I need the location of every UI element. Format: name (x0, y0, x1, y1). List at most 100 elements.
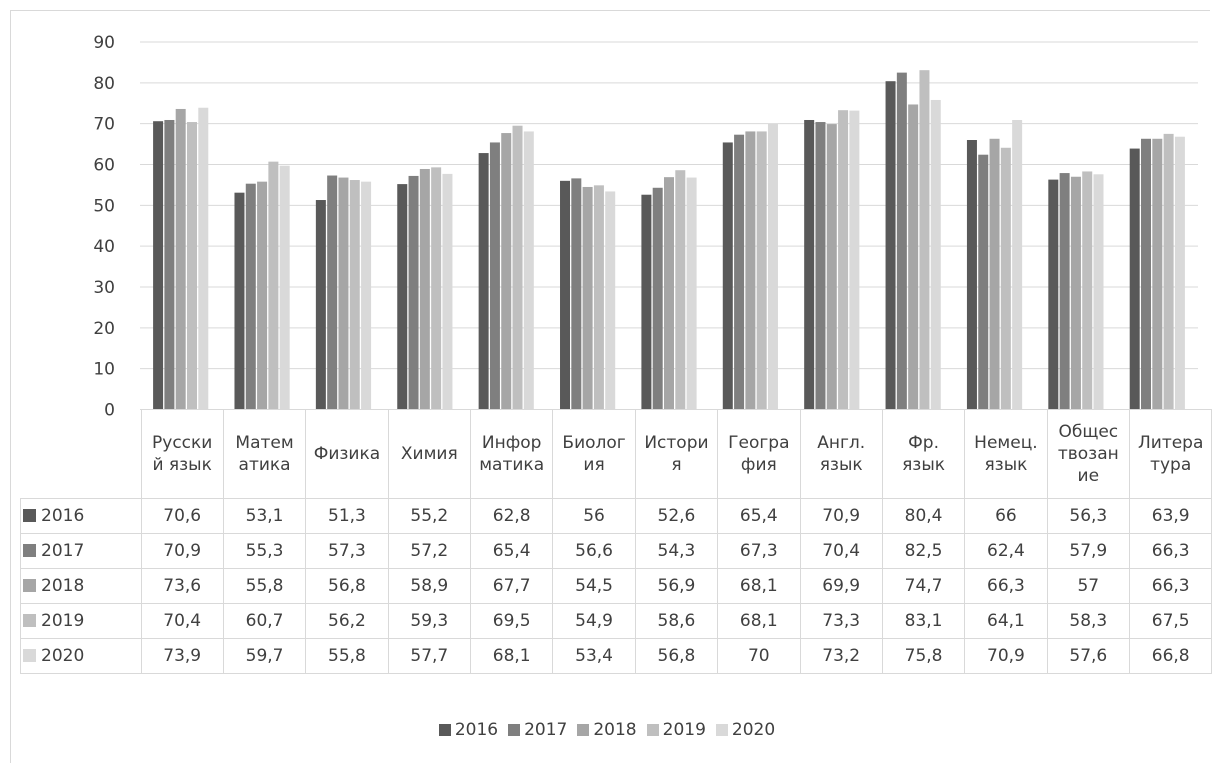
bar-2018 (908, 104, 919, 410)
data-label: 52,6 (634, 498, 719, 534)
x-tick-label: Англ. язык (799, 409, 883, 499)
bar-2016 (1129, 148, 1140, 410)
bar-2020 (1012, 119, 1023, 410)
data-label: 51,3 (305, 498, 389, 534)
bar-2017 (164, 119, 175, 410)
bar-2018 (826, 124, 837, 410)
data-label: 70,6 (140, 498, 224, 534)
y-tick-label: 60 (93, 156, 115, 176)
data-label: 73,6 (140, 568, 224, 604)
x-tick-label: Общес твозан ие (1046, 409, 1131, 499)
x-tick-label: Биолог ия (552, 409, 636, 499)
x-tick-label-line: фия (740, 455, 777, 475)
data-label: 58,3 (1046, 603, 1131, 639)
x-tick-label-line: й язык (152, 455, 212, 475)
bar-2020 (523, 131, 534, 410)
bar-2017 (1059, 173, 1070, 410)
series-row-label: 2017 (20, 533, 142, 569)
x-tick-label: Истори я (634, 409, 719, 499)
y-tick-label: 20 (93, 319, 115, 339)
series-name: 2016 (41, 506, 85, 526)
series-name: 2017 (41, 541, 85, 561)
data-label: 55,8 (305, 638, 389, 674)
data-label: 75,8 (881, 638, 966, 674)
data-label: 69,9 (799, 568, 883, 604)
table-row: 2018 73,6 55,8 56,8 58,9 67,7 54,5 56,9 68,1 69,9… (20, 568, 1213, 604)
data-table-body: 2016 70,6 53,1 51,3 55,2 62,8 56 52,6 65,4 70,9 80… (20, 498, 1213, 674)
table-row: 2020 73,9 59,7 55,8 57,7 68,1 53,4 56,8 70 73,2 75… (20, 638, 1213, 674)
table-row: 2016 70,6 53,1 51,3 55,2 62,8 56 52,6 65,4 70,9 80… (20, 498, 1213, 534)
x-tick-label: Матем атика (222, 409, 307, 499)
y-tick-label: 40 (93, 237, 115, 257)
data-label: 68,1 (717, 568, 801, 604)
bar-2018 (257, 181, 268, 410)
data-label: 70,9 (799, 498, 883, 534)
x-tick-label-line: атика (238, 455, 291, 475)
y-tick-label: 90 (93, 33, 115, 53)
table-row: 2019 70,4 60,7 56,2 59,3 69,5 54,9 58,6 68,1 73,3… (20, 603, 1213, 639)
bar-2016 (478, 153, 489, 410)
bar-2016 (641, 194, 652, 410)
data-label: 67,7 (469, 568, 554, 604)
bar-2017 (245, 183, 256, 410)
y-tick-label: 80 (93, 74, 115, 94)
x-tick-label-line: Инфор (481, 433, 542, 453)
data-label: 70,9 (140, 533, 224, 569)
x-tick-label-line: тура (1150, 455, 1192, 475)
bar-2017 (815, 122, 826, 410)
legend-label: 2016 (454, 720, 499, 740)
bar-2017 (571, 178, 582, 410)
bar-2016 (966, 140, 977, 410)
data-label: 66 (964, 498, 1048, 534)
bar-2016 (885, 81, 896, 410)
bar-2018 (175, 108, 186, 410)
series-row-label: 2018 (20, 568, 142, 604)
x-tick-label-line: Физика (313, 444, 381, 464)
legend: 2016 2017 2018 2019 2020 (0, 720, 1214, 740)
data-label: 74,7 (881, 568, 966, 604)
x-tick-label: Инфор матика (469, 409, 554, 499)
data-label: 57,9 (1046, 533, 1131, 569)
data-label: 80,4 (881, 498, 966, 534)
data-label: 56 (552, 498, 636, 534)
data-label: 54,3 (634, 533, 719, 569)
data-label: 66,3 (1128, 533, 1213, 569)
x-tick-label-line: твозан (1057, 444, 1119, 464)
legend-item: 2017 (508, 720, 567, 740)
x-tick-label-line: Биолог (562, 433, 626, 453)
series-row-label: 2019 (20, 603, 142, 639)
data-label: 66,3 (964, 568, 1048, 604)
bars (153, 70, 1185, 410)
series-swatch (23, 614, 36, 627)
data-label: 57 (1046, 568, 1131, 604)
bar-2017 (734, 134, 745, 410)
data-label: 70,9 (964, 638, 1048, 674)
data-label: 55,3 (222, 533, 307, 569)
x-tick-label: Физика (305, 409, 389, 499)
bar-2018 (582, 186, 593, 410)
series-row-label: 2016 (20, 498, 142, 534)
y-tick-label: 10 (93, 360, 115, 380)
bar-2020 (279, 165, 290, 410)
data-table-corner (20, 409, 142, 499)
data-label: 65,4 (469, 533, 554, 569)
bar-2019 (512, 125, 523, 410)
bar-2020 (605, 191, 616, 410)
data-label: 56,2 (305, 603, 389, 639)
series-name: 2018 (41, 576, 85, 596)
legend-label: 2018 (593, 720, 637, 740)
data-label: 70 (717, 638, 801, 674)
x-tick-label-line: Русски (152, 433, 213, 453)
x-tick-label: Немец. язык (964, 409, 1048, 499)
bar-2016 (315, 200, 326, 410)
x-tick-label-line: ие (1077, 466, 1100, 486)
data-label: 54,9 (552, 603, 636, 639)
bar-2020 (361, 181, 372, 410)
bar-2017 (652, 187, 663, 410)
y-tick-label: 70 (93, 115, 115, 135)
x-tick-label-line: язык (984, 455, 1028, 475)
data-label: 56,8 (634, 638, 719, 674)
data-table-header: Русски й язык Матем атика Физика Химия Инфор ма… (20, 409, 1213, 499)
bar-2016 (560, 180, 571, 410)
